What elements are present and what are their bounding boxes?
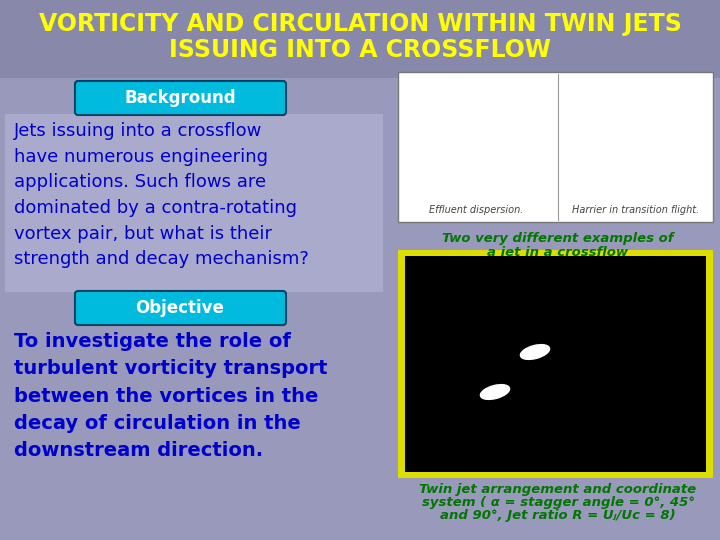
FancyBboxPatch shape — [75, 291, 286, 325]
Text: Two very different examples of: Two very different examples of — [442, 232, 674, 245]
Text: system ( α = stagger angle = 0°, 45°: system ( α = stagger angle = 0°, 45° — [421, 496, 695, 509]
Text: Jets issuing into a crossflow
have numerous engineering
applications. Such flows: Jets issuing into a crossflow have numer… — [14, 122, 309, 268]
Text: and 90°, Jet ratio R = Uⱼ/Uᴄ = 8): and 90°, Jet ratio R = Uⱼ/Uᴄ = 8) — [440, 509, 676, 522]
Bar — [398, 250, 713, 478]
Text: VORTICITY AND CIRCULATION WITHIN TWIN JETS: VORTICITY AND CIRCULATION WITHIN TWIN JE… — [39, 12, 681, 36]
Text: Twin jet arrangement and coordinate: Twin jet arrangement and coordinate — [419, 483, 697, 496]
Text: a jet in a crossflow: a jet in a crossflow — [487, 246, 629, 259]
Ellipse shape — [521, 345, 549, 360]
Ellipse shape — [480, 384, 510, 400]
Bar — [0, 0, 720, 78]
Bar — [405, 256, 706, 472]
Text: Harrier in transition flight.: Harrier in transition flight. — [572, 205, 700, 215]
Bar — [398, 72, 713, 222]
Bar — [5, 114, 383, 292]
Text: ISSUING INTO A CROSSFLOW: ISSUING INTO A CROSSFLOW — [169, 38, 551, 62]
Text: Effluent dispersion.: Effluent dispersion. — [429, 205, 523, 215]
Text: To investigate the role of
turbulent vorticity transport
between the vortices in: To investigate the role of turbulent vor… — [14, 332, 328, 460]
Text: Objective: Objective — [135, 299, 225, 317]
FancyBboxPatch shape — [75, 81, 286, 115]
Text: Background: Background — [124, 89, 236, 107]
